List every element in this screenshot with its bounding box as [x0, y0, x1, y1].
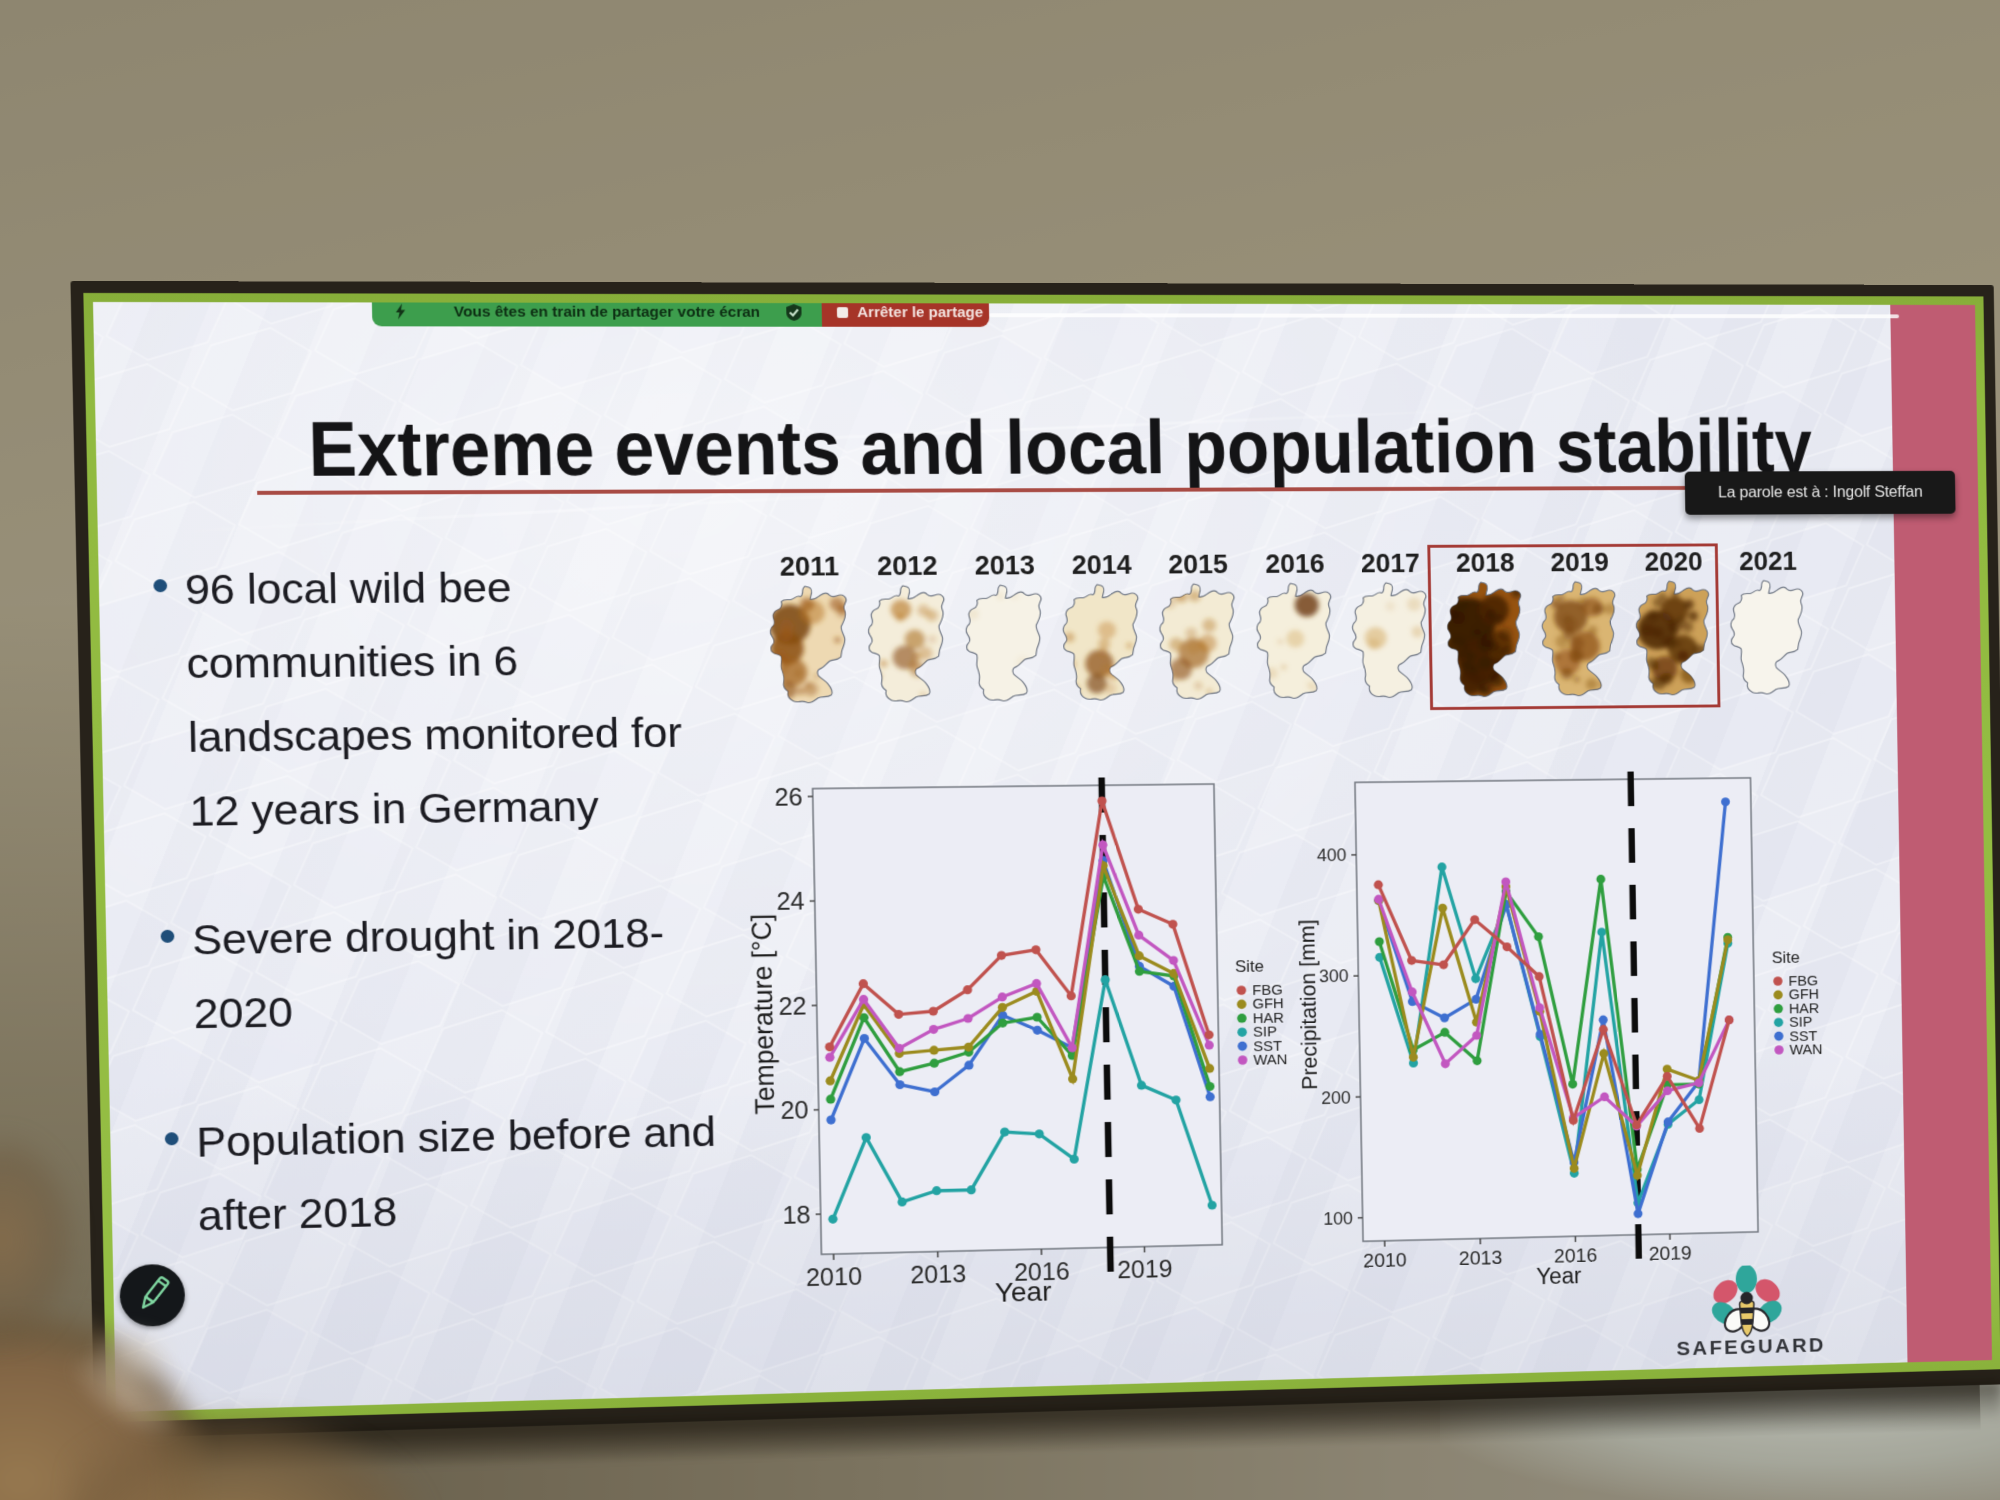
svg-text:HAR: HAR: [1789, 1001, 1820, 1017]
svg-text:SST: SST: [1253, 1038, 1283, 1055]
svg-text:26: 26: [774, 784, 803, 811]
svg-text:FBG: FBG: [1788, 973, 1818, 989]
svg-text:18: 18: [782, 1202, 811, 1229]
svg-text:SST: SST: [1789, 1028, 1818, 1044]
svg-text:GFH: GFH: [1252, 996, 1284, 1013]
svg-text:24: 24: [776, 889, 805, 916]
svg-text:SIP: SIP: [1789, 1015, 1812, 1031]
svg-text:20: 20: [780, 1098, 809, 1125]
svg-text:Site: Site: [1772, 948, 1800, 967]
svg-text:200: 200: [1321, 1087, 1351, 1107]
svg-text:Precipitation [mm]: Precipitation [mm]: [1294, 919, 1322, 1090]
svg-text:Temperature [°C]: Temperature [°C]: [746, 914, 780, 1115]
svg-text:22: 22: [778, 993, 807, 1020]
svg-text:2019: 2019: [1117, 1256, 1173, 1284]
svg-text:2016: 2016: [1554, 1245, 1597, 1267]
svg-text:2010: 2010: [806, 1264, 863, 1292]
svg-text:300: 300: [1319, 966, 1349, 986]
svg-text:400: 400: [1317, 845, 1347, 865]
svg-text:WAN: WAN: [1789, 1042, 1822, 1058]
svg-text:2013: 2013: [1459, 1247, 1503, 1270]
svg-text:HAR: HAR: [1253, 1010, 1285, 1027]
svg-text:2013: 2013: [910, 1261, 966, 1289]
svg-text:100: 100: [1323, 1208, 1353, 1228]
svg-text:FBG: FBG: [1252, 982, 1283, 999]
svg-text:GFH: GFH: [1789, 987, 1820, 1003]
svg-text:Year: Year: [995, 1277, 1052, 1309]
svg-text:Year: Year: [1536, 1264, 1582, 1289]
svg-text:SIP: SIP: [1253, 1024, 1277, 1040]
svg-text:2019: 2019: [1649, 1243, 1692, 1265]
svg-text:WAN: WAN: [1253, 1052, 1287, 1069]
svg-text:Site: Site: [1235, 956, 1264, 975]
svg-text:2010: 2010: [1363, 1249, 1407, 1272]
svg-text:2016: 2016: [1014, 1259, 1070, 1287]
